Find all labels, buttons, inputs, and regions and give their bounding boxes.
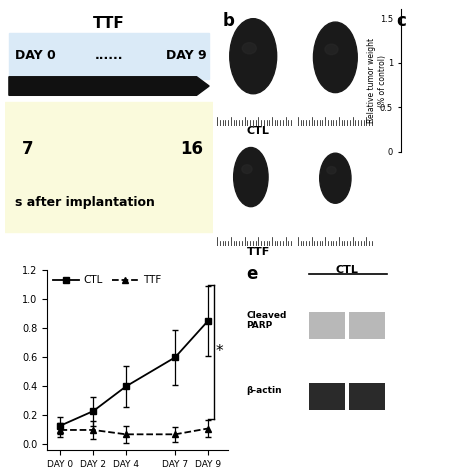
- Text: TTF: TTF: [93, 17, 125, 31]
- Text: DAY 0: DAY 0: [15, 49, 56, 63]
- Bar: [349, 312, 384, 339]
- Ellipse shape: [230, 18, 277, 94]
- Bar: [9, 33, 209, 79]
- Text: 16: 16: [180, 140, 203, 158]
- Ellipse shape: [313, 22, 357, 92]
- Bar: [349, 383, 384, 410]
- Ellipse shape: [242, 43, 256, 54]
- Ellipse shape: [234, 147, 268, 207]
- Text: Cleaved
PARP: Cleaved PARP: [246, 310, 287, 330]
- Bar: [309, 383, 345, 410]
- Text: DAY 9: DAY 9: [166, 49, 207, 63]
- Text: c: c: [396, 12, 406, 30]
- Text: TTF: TTF: [246, 247, 270, 257]
- Text: CTL: CTL: [247, 126, 270, 136]
- Bar: [5, 102, 213, 232]
- Text: ......: ......: [95, 49, 123, 63]
- Text: CTL: CTL: [335, 265, 358, 275]
- Text: *: *: [216, 345, 224, 359]
- Ellipse shape: [325, 44, 338, 55]
- Polygon shape: [9, 77, 209, 95]
- Text: 7: 7: [21, 140, 33, 158]
- Text: β-actin: β-actin: [246, 386, 282, 395]
- Y-axis label: Relative tumor weight
(% of control): Relative tumor weight (% of control): [367, 38, 387, 123]
- Ellipse shape: [327, 166, 336, 174]
- Text: s after implantation: s after implantation: [15, 196, 155, 209]
- Text: b: b: [223, 12, 235, 30]
- Legend: CTL, TTF: CTL, TTF: [53, 275, 161, 285]
- Ellipse shape: [319, 153, 351, 203]
- Bar: [309, 312, 345, 339]
- Ellipse shape: [242, 164, 252, 173]
- Text: e: e: [246, 265, 258, 283]
